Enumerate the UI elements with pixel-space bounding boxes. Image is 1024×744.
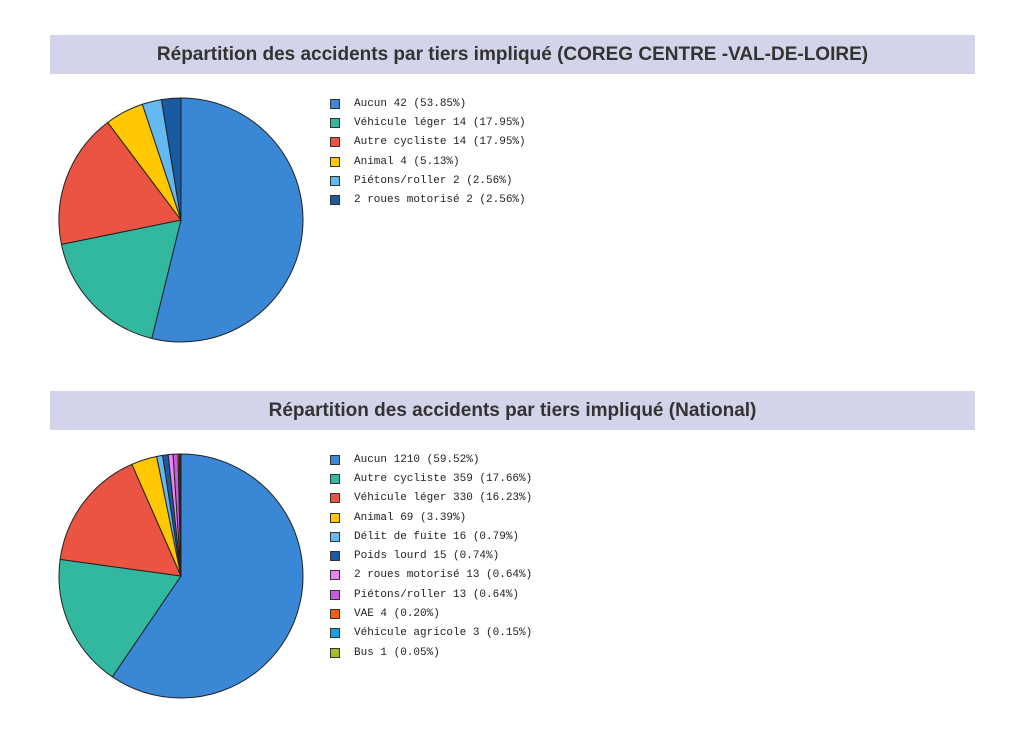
legend-label: Véhicule léger 14 (17.95%) bbox=[354, 116, 526, 129]
legend-swatch bbox=[330, 117, 340, 128]
legend-item: Animal 4 (5.13%) bbox=[330, 152, 526, 171]
pie-slice bbox=[58, 121, 182, 245]
legend-item: Piétons/roller 2 (2.56%) bbox=[330, 171, 526, 190]
chart-title: Répartition des accidents par tiers impl… bbox=[50, 35, 975, 74]
chart-national: Répartition des accidents par tiers impl… bbox=[50, 391, 975, 699]
legend-swatch bbox=[330, 493, 340, 504]
legend-swatch bbox=[330, 473, 340, 484]
legend-swatch bbox=[330, 512, 340, 523]
legend-item: Poids lourd 15 (0.74%) bbox=[330, 546, 532, 565]
legend-label: 2 roues motorisé 13 (0.64%) bbox=[354, 569, 533, 582]
legend-swatch bbox=[330, 195, 340, 206]
legend-swatch bbox=[330, 628, 340, 639]
legend-label: Piétons/roller 2 (2.56%) bbox=[354, 174, 513, 187]
legend-swatch bbox=[330, 531, 340, 542]
legend-label: Bus 1 (0.05%) bbox=[354, 646, 440, 659]
pie-slice bbox=[58, 558, 182, 678]
legend-label: Aucun 1210 (59.52%) bbox=[354, 453, 480, 466]
legend-item: Délit de fuite 16 (0.79%) bbox=[330, 527, 532, 546]
legend: Aucun 42 (53.85%) Véhicule léger 14 (17.9… bbox=[330, 94, 526, 210]
legend-label: Animal 69 (3.39%) bbox=[354, 511, 467, 524]
legend-swatch bbox=[330, 589, 340, 600]
legend-item: 2 roues motorisé 13 (0.64%) bbox=[330, 566, 532, 585]
pie-chart bbox=[58, 453, 304, 699]
legend-label: VAE 4 (0.20%) bbox=[354, 608, 440, 621]
pie-slice bbox=[60, 219, 182, 340]
chart-regional: Répartition des accidents par tiers impl… bbox=[50, 35, 975, 343]
legend-item: Piétons/roller 13 (0.64%) bbox=[330, 585, 532, 604]
pie-chart bbox=[58, 97, 304, 343]
legend-item: Autre cycliste 359 (17.66%) bbox=[330, 469, 532, 488]
legend-item: Véhicule léger 14 (17.95%) bbox=[330, 113, 526, 132]
legend-label: Poids lourd 15 (0.74%) bbox=[354, 550, 500, 563]
legend-label: 2 roues motorisé 2 (2.56%) bbox=[354, 194, 526, 207]
legend-swatch bbox=[330, 98, 340, 109]
legend-label: Aucun 42 (53.85%) bbox=[354, 97, 467, 110]
pie-slice bbox=[59, 463, 182, 577]
legend-item: VAE 4 (0.20%) bbox=[330, 604, 532, 623]
legend-swatch bbox=[330, 175, 340, 186]
legend-swatch bbox=[330, 156, 340, 167]
pie-slice bbox=[111, 453, 304, 699]
legend-item: Aucun 1210 (59.52%) bbox=[330, 450, 532, 469]
legend-item: Autre cycliste 14 (17.95%) bbox=[330, 133, 526, 152]
legend-label: Délit de fuite 16 (0.79%) bbox=[354, 530, 520, 543]
legend-label: Véhicule agricole 3 (0.15%) bbox=[354, 627, 533, 640]
legend-label: Piétons/roller 13 (0.64%) bbox=[354, 588, 520, 601]
legend-item: 2 roues motorisé 2 (2.56%) bbox=[330, 190, 526, 209]
legend-item: Aucun 42 (53.85%) bbox=[330, 94, 526, 113]
legend-label: Véhicule léger 330 (16.23%) bbox=[354, 492, 533, 505]
legend-item: Véhicule agricole 3 (0.15%) bbox=[330, 624, 532, 643]
legend-label: Autre cycliste 359 (17.66%) bbox=[354, 472, 533, 485]
pie-slice bbox=[151, 97, 304, 343]
legend-swatch bbox=[330, 454, 340, 465]
legend-item: Animal 69 (3.39%) bbox=[330, 508, 532, 527]
legend-swatch bbox=[330, 609, 340, 620]
legend-swatch bbox=[330, 647, 340, 658]
pie-slice bbox=[160, 97, 182, 221]
legend-swatch bbox=[330, 551, 340, 562]
legend-item: Véhicule léger 330 (16.23%) bbox=[330, 489, 532, 508]
legend-swatch bbox=[330, 137, 340, 148]
chart-title: Répartition des accidents par tiers impl… bbox=[50, 391, 975, 430]
legend: Aucun 1210 (59.52%) Autre cycliste 359 (1… bbox=[330, 450, 532, 662]
legend-label: Autre cycliste 14 (17.95%) bbox=[354, 136, 526, 149]
legend-label: Animal 4 (5.13%) bbox=[354, 155, 460, 168]
legend-item: Bus 1 (0.05%) bbox=[330, 643, 532, 662]
legend-swatch bbox=[330, 570, 340, 581]
